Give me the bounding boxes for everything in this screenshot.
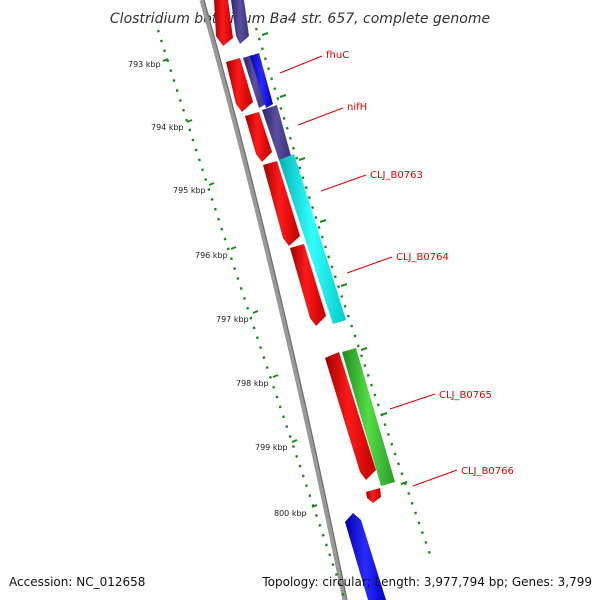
gene-label-CLJ_B0763: CLJ_B0763 — [370, 170, 423, 181]
cds-feature-small — [366, 488, 381, 503]
cds-feature — [263, 161, 300, 246]
tick-label-3: 795 kbp — [173, 186, 206, 195]
map-title: Clostridium botulinum Ba4 str. 657, comp… — [110, 11, 490, 27]
tick-ring-outer — [254, 27, 434, 561]
gene-feature-navy — [262, 105, 291, 160]
leader-line-CLJ_B0766 — [412, 469, 458, 487]
gene-label-fhuC: fhuC — [326, 50, 349, 61]
tick-mark-4 — [230, 246, 237, 250]
tick-label-8-text: 800 kbp — [274, 509, 307, 518]
gene-label-nifH: nifH — [347, 102, 367, 113]
gene-feature-blue — [250, 53, 273, 108]
cds-feature — [214, 0, 233, 46]
gene-feature-blue — [345, 513, 386, 600]
topology-text: Topology: circular; Length: 3,977,794 bp… — [261, 575, 592, 589]
tick-label-6: 798 kbp — [236, 379, 269, 388]
tick-label-5: 797 kbp — [216, 315, 249, 324]
leader-line-CLJ_B0765 — [389, 393, 436, 410]
gene-feature-green — [342, 348, 395, 486]
tick-label-2: 794 kbp — [151, 123, 184, 132]
cds-feature — [245, 112, 272, 162]
tick-label-7: 799 kbp — [255, 443, 288, 452]
gene-label-CLJ_B0764: CLJ_B0764 — [396, 252, 449, 263]
gene-label-CLJ_B0766: CLJ_B0766 — [461, 466, 514, 477]
cds-feature — [290, 244, 326, 326]
tick-label-1: 793 kbp — [128, 60, 161, 69]
gene-feature-navy — [243, 55, 266, 108]
gene-feature-navy — [231, 0, 249, 44]
tick-label-4: 796 kbp — [195, 251, 228, 260]
tick-mark-6 — [272, 374, 279, 378]
tick-mark-8 — [311, 504, 318, 508]
gene-label-CLJ_B0765: CLJ_B0765 — [439, 390, 492, 401]
genome-backbone — [199, 0, 348, 600]
cds-feature — [226, 58, 253, 112]
tick-mark-2 — [186, 119, 193, 123]
leader-line-CLJ_B0763 — [320, 174, 367, 192]
genome-backbone-shadow — [203, 0, 348, 600]
tick-mark-5 — [252, 310, 259, 314]
tick-mark-7 — [291, 439, 298, 443]
tick-mark-1 — [162, 58, 169, 62]
cds-feature — [325, 352, 376, 480]
leader-line-nifH — [297, 107, 344, 126]
outer-tick-marks — [261, 32, 408, 485]
leader-line-CLJ_B0764 — [346, 256, 393, 274]
leader-line-fhuC — [279, 55, 323, 74]
gene-feature-cyan — [279, 154, 346, 324]
tick-mark-3 — [208, 182, 215, 186]
accession-text: Accession: NC_012658 — [9, 575, 145, 589]
